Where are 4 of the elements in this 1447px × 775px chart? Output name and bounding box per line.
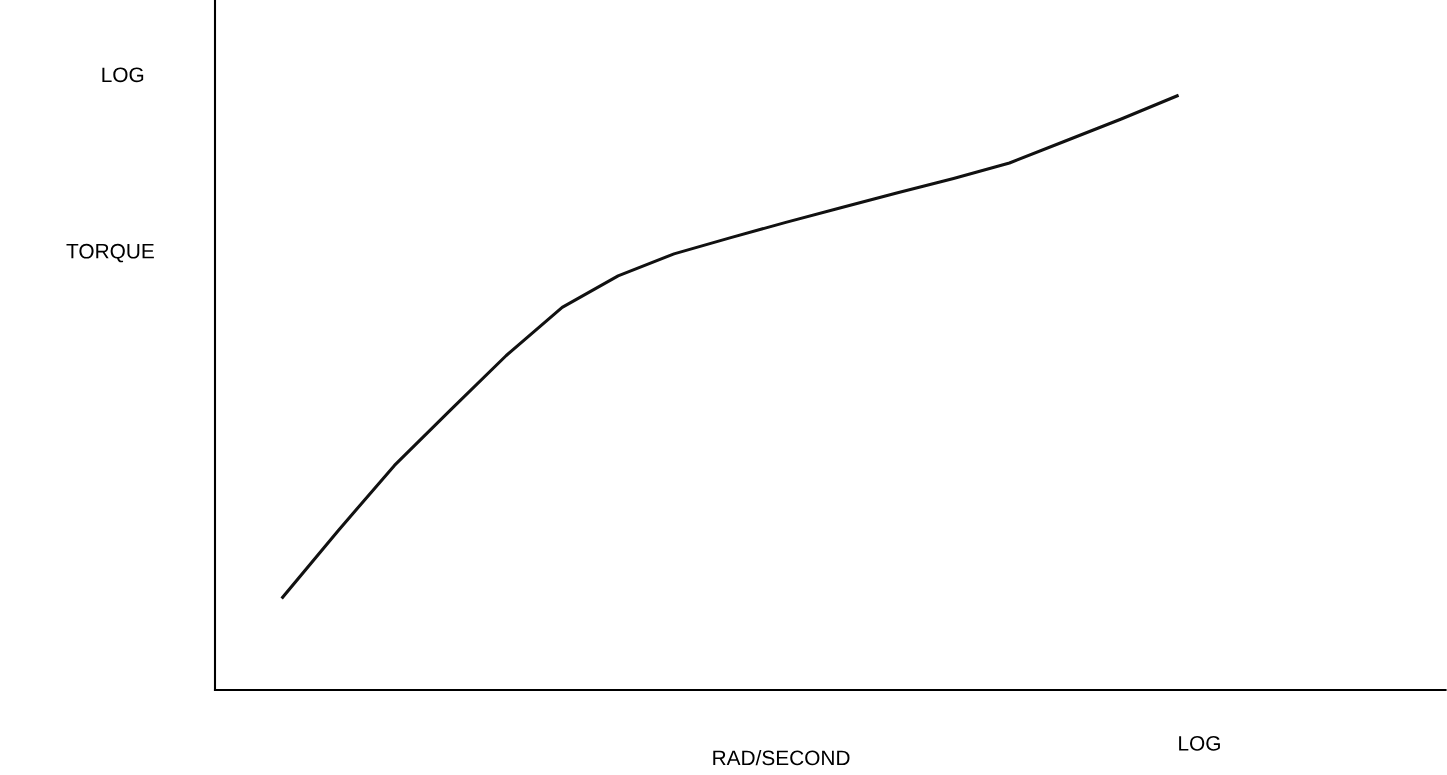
y-axis-title: TORQUE bbox=[66, 243, 154, 263]
x-axis-title: RAD/SECOND bbox=[713, 749, 850, 766]
text: LOG bbox=[102, 67, 144, 83]
text: LOG bbox=[1179, 735, 1220, 751]
